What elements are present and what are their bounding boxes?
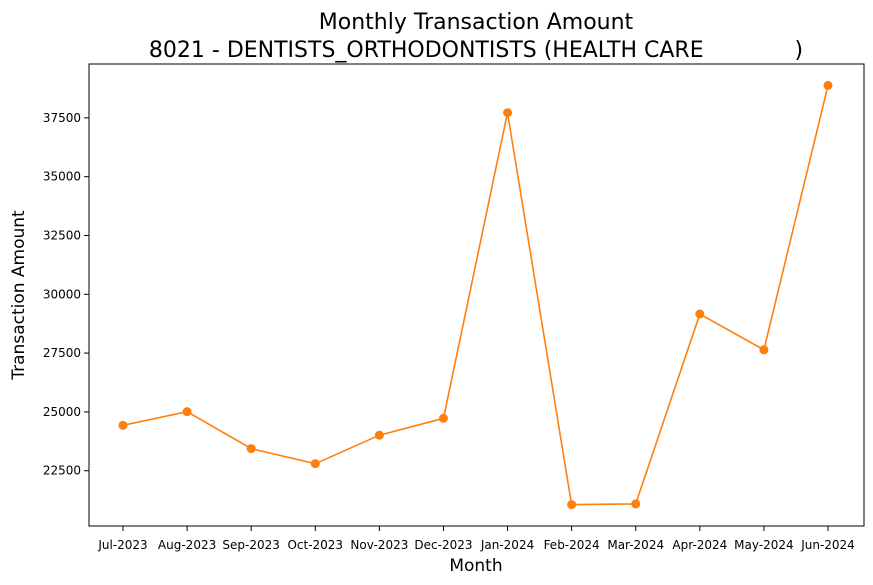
y-tick-label: 25000 [43, 405, 81, 419]
y-tick-label: 35000 [43, 170, 81, 184]
x-tick-label: Nov-2023 [350, 538, 408, 552]
plot-series [118, 80, 833, 510]
x-tick-label: Feb-2024 [544, 538, 600, 552]
data-point [118, 420, 128, 430]
data-point [246, 444, 256, 454]
x-tick-label: May-2024 [734, 538, 793, 552]
data-point [182, 407, 192, 417]
data-point [695, 309, 705, 319]
x-tick-label: Jan-2024 [480, 538, 534, 552]
chart-title: Monthly Transaction Amount [319, 10, 634, 35]
y-tick-label: 27500 [43, 346, 81, 360]
x-axis-ticks: Jul-2023 Aug-2023 Sep-2023 Oct-2023 Nov-2023… [97, 526, 855, 552]
y-axis-label: Transaction Amount [9, 210, 29, 381]
plot-frame [88, 63, 865, 527]
x-tick-label: Dec-2023 [414, 538, 472, 552]
data-point [374, 430, 384, 440]
data-point [759, 345, 769, 355]
data-point [310, 459, 320, 469]
x-tick-label: Mar-2024 [607, 538, 664, 552]
data-point [631, 499, 641, 509]
y-tick-label: 22500 [43, 464, 81, 478]
x-tick-label: Aug-2023 [158, 538, 216, 552]
y-tick-label: 32500 [43, 228, 81, 242]
x-tick-label: Jun-2024 [800, 538, 855, 552]
x-tick-label: Sep-2023 [222, 538, 280, 552]
x-axis-label: Month [449, 556, 502, 576]
x-tick-label: Apr-2024 [672, 538, 727, 552]
series-line [122, 85, 829, 506]
data-point [503, 108, 513, 118]
data-point [567, 500, 577, 510]
data-point [823, 80, 833, 90]
y-tick-label: 37500 [43, 111, 81, 125]
data-point [438, 413, 448, 423]
y-tick-label: 30000 [43, 287, 81, 301]
y-axis-ticks: 22500 25000 27500 30000 32500 35000 37500 [43, 111, 89, 478]
x-tick-label: Jul-2023 [97, 538, 147, 552]
chart-subtitle: 8021 - DENTISTS_ORTHODONTISTS (HEALTH CA… [149, 38, 803, 63]
x-tick-label: Oct-2023 [287, 538, 343, 552]
